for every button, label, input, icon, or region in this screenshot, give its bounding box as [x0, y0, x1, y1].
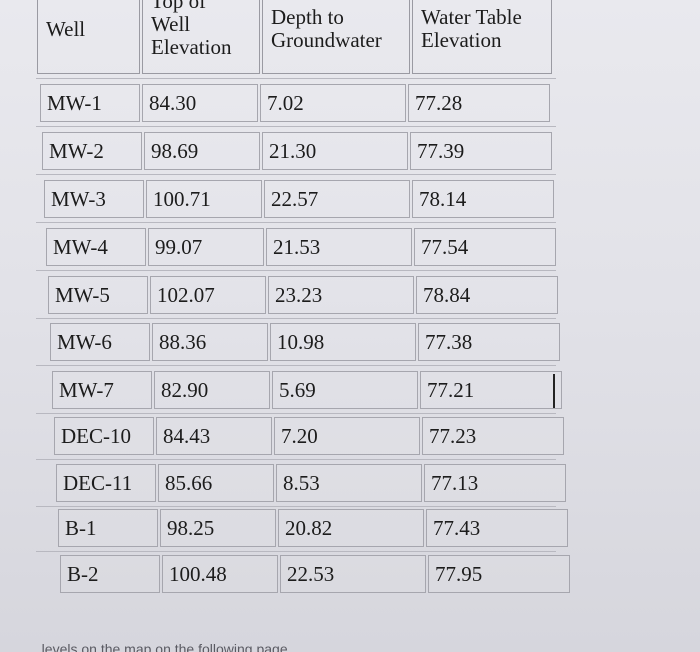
cell-depth: 21.30 [262, 132, 408, 170]
cell-depth: 20.82 [278, 509, 424, 547]
cell-well: MW-3 [44, 180, 144, 218]
cell-top: 99.07 [148, 228, 264, 266]
row-divider [36, 459, 556, 460]
row-divider [36, 413, 556, 414]
cell-top: 102.07 [150, 276, 266, 314]
cell-top: 100.71 [146, 180, 262, 218]
cell-depth: 7.20 [274, 417, 420, 455]
cell-top: 82.90 [154, 371, 270, 409]
cell-depth: 7.02 [260, 84, 406, 122]
row-divider [36, 174, 556, 175]
cell-depth: 22.53 [280, 555, 426, 593]
cell-wte: 77.95 [428, 555, 570, 593]
cell-depth: 22.57 [264, 180, 410, 218]
row-divider [36, 318, 556, 319]
row-divider [36, 365, 556, 366]
cell-wte: 77.39 [410, 132, 552, 170]
cell-top: 84.30 [142, 84, 258, 122]
table-row: DEC-11 85.66 8.53 77.13 [56, 462, 568, 506]
table-row: MW-5 102.07 23.23 78.84 [48, 274, 560, 318]
row-divider [36, 270, 556, 271]
cell-wte: 77.13 [424, 464, 566, 502]
cell-depth: 21.53 [266, 228, 412, 266]
cell-well: MW-5 [48, 276, 148, 314]
cell-wte: 77.21 [420, 371, 562, 409]
table-row: MW-6 88.36 10.98 77.38 [50, 321, 562, 365]
cell-wte: 77.28 [408, 84, 550, 122]
header-depth-line-2: Groundwater [271, 28, 382, 52]
text-cursor [553, 374, 555, 408]
cell-top: 98.25 [160, 509, 276, 547]
cell-wte: 77.23 [422, 417, 564, 455]
cell-wte: 77.54 [414, 228, 556, 266]
header-well-line-1: Well [46, 17, 86, 41]
header-divider [36, 78, 556, 79]
cell-well: DEC-10 [54, 417, 154, 455]
cell-well: MW-4 [46, 228, 146, 266]
cell-depth: 10.98 [270, 323, 416, 361]
cell-wte: 77.43 [426, 509, 568, 547]
cell-top: 100.48 [162, 555, 278, 593]
cell-depth: 23.23 [268, 276, 414, 314]
table-row: MW-7 82.90 5.69 77.21 [52, 369, 564, 413]
cell-depth: 5.69 [272, 371, 418, 409]
header-top-line-3: Elevation [151, 35, 232, 59]
cell-top: 85.66 [158, 464, 274, 502]
cell-top: 98.69 [144, 132, 260, 170]
row-divider [36, 506, 556, 507]
header-water-table-elevation: Water Table Elevation [412, 0, 552, 74]
row-divider [36, 126, 556, 127]
cell-wte: 78.14 [412, 180, 554, 218]
cell-depth: 8.53 [276, 464, 422, 502]
table-row: B-1 98.25 20.82 77.43 [58, 507, 570, 551]
table-row: MW-1 84.30 7.02 77.28 [40, 82, 552, 126]
header-depth-to-groundwater: Depth to Groundwater [262, 0, 410, 74]
cell-wte: 78.84 [416, 276, 558, 314]
header-top-of-well-elevation: Top of Well Elevation [142, 0, 260, 74]
header-top-line-2: Well [151, 12, 191, 36]
cell-well: B-2 [60, 555, 160, 593]
table-row: B-2 100.48 22.53 77.95 [60, 553, 572, 597]
header-well: Well [37, 0, 140, 74]
row-divider [36, 551, 556, 552]
table-row: MW-3 100.71 22.57 78.14 [44, 178, 556, 222]
footer-caption: ...levels on the map on the following pa… [30, 641, 288, 652]
header-wte-line-1: Water Table [421, 5, 522, 29]
cell-wte: 77.38 [418, 323, 560, 361]
cell-well: B-1 [58, 509, 158, 547]
table-row: MW-2 98.69 21.30 77.39 [42, 130, 554, 174]
table-row: DEC-10 84.43 7.20 77.23 [54, 415, 566, 459]
cell-top: 84.43 [156, 417, 272, 455]
row-divider [36, 222, 556, 223]
cell-well: MW-1 [40, 84, 140, 122]
cell-well: DEC-11 [56, 464, 156, 502]
header-top-line-1: Top of [151, 0, 207, 13]
cell-well: MW-6 [50, 323, 150, 361]
header-wte-line-2: Elevation [421, 28, 502, 52]
header-depth-line-1: Depth to [271, 5, 344, 29]
cell-top: 88.36 [152, 323, 268, 361]
cell-well: MW-7 [52, 371, 152, 409]
cell-well: MW-2 [42, 132, 142, 170]
table-row: MW-4 99.07 21.53 77.54 [46, 226, 558, 270]
